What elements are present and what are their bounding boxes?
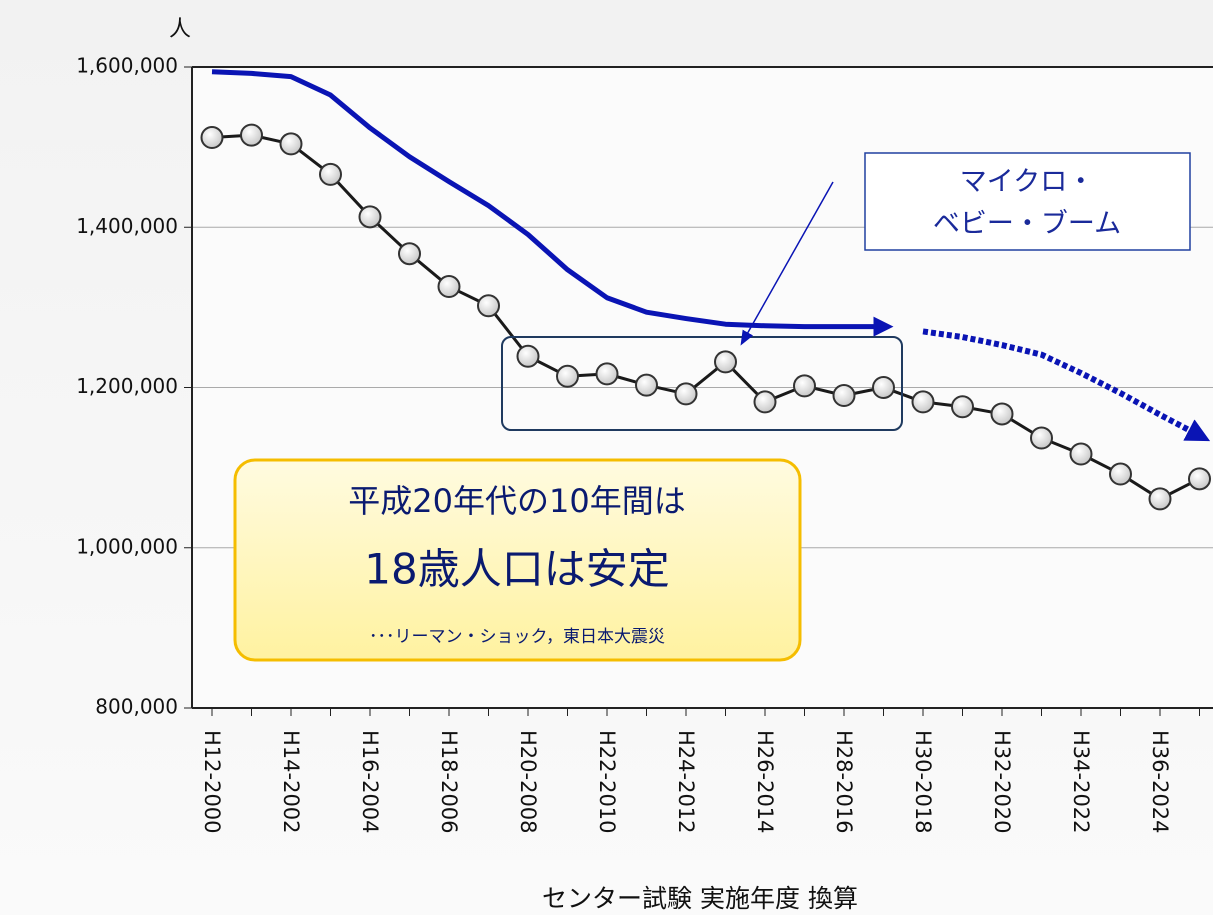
highlight-box (501, 336, 903, 431)
data-point (319, 162, 342, 186)
callout-arrow (740, 181, 834, 346)
x-tick-label: H14-2002 (279, 730, 303, 834)
data-point (674, 382, 698, 406)
data-point (240, 123, 263, 147)
x-tick-label: H22-2010 (595, 730, 619, 834)
y-tick-label: 800,000 (95, 695, 178, 719)
data-point (1030, 426, 1053, 450)
callout-text: ベビー・ブーム (933, 209, 1121, 240)
data-point (279, 132, 303, 156)
data-point (951, 395, 974, 419)
x-tick-label: H16-2004 (358, 730, 382, 834)
x-tick-label: H30-2018 (911, 730, 935, 834)
x-axis-label: センター試験 実施年度 換算 (542, 884, 858, 913)
data-point (793, 374, 816, 398)
data-point (1188, 467, 1211, 491)
x-tick-label: H34-2022 (1069, 730, 1093, 834)
x-tick-label: H20-2008 (516, 730, 540, 834)
callout-text: マイクロ・ (960, 167, 1094, 198)
data-point (911, 390, 935, 414)
data-point (872, 376, 895, 399)
x-tick-label: H24-2012 (674, 730, 698, 834)
data-point (437, 275, 461, 299)
data-point (753, 390, 777, 414)
data-point (832, 384, 856, 408)
data-point (1148, 487, 1172, 511)
note-text: 平成20年代の10年間は (348, 482, 685, 520)
data-point (635, 373, 658, 397)
series-line (211, 69, 894, 337)
x-tick-label: H26-2014 (753, 730, 777, 834)
data-point (1109, 462, 1132, 486)
x-tick-label: H18-2006 (437, 730, 461, 834)
data-point (1069, 442, 1093, 466)
data-point (358, 205, 382, 229)
data-point (990, 402, 1014, 426)
data-point (398, 242, 421, 266)
x-tick-label: H36-2024 (1148, 730, 1172, 834)
data-point (200, 126, 224, 150)
y-tick-label: 1,400,000 (76, 214, 178, 238)
data-point (595, 362, 619, 386)
y-tick-label: 1,600,000 (76, 54, 178, 78)
x-tick-label: H12-2000 (200, 730, 224, 834)
x-tick-label: H28-2016 (832, 730, 856, 834)
y-tick-label: 1,200,000 (76, 374, 178, 398)
data-point (714, 350, 737, 374)
y-tick-label: 1,000,000 (76, 534, 178, 558)
y-axis-label: 人 (169, 17, 191, 42)
note-box (233, 458, 802, 662)
data-point (516, 344, 540, 368)
data-point (477, 294, 500, 318)
note-text: 18歳人口は安定 (364, 545, 669, 594)
x-tick-label: H32-2020 (990, 730, 1014, 834)
data-point (556, 364, 579, 388)
callout-box (864, 152, 1191, 251)
note-text: ･･･リーマン・ショック，東日本大震災 (369, 627, 665, 647)
